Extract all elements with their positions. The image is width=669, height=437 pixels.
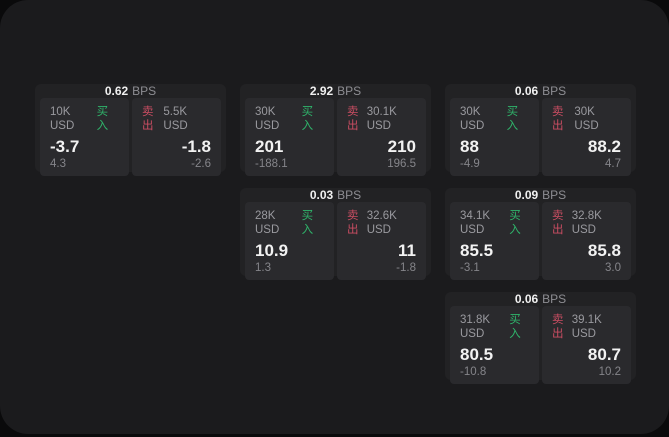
sell-quote-panel[interactable]: 卖出 32.8K USD 85.8 3.0: [542, 202, 631, 280]
buy-quote-panel[interactable]: 28K USD 买入 10.9 1.3: [245, 202, 334, 280]
buy-side-label[interactable]: 买入: [509, 314, 521, 340]
sell-price: 80.7: [587, 345, 621, 364]
bps-header: 0.03 BPS: [245, 188, 426, 202]
quote-card: 0.06 BPS 31.8K USD 买入 80.5 -10.8 卖出 39.1…: [445, 292, 636, 384]
buy-price: 85.5: [460, 241, 494, 260]
buy-price: 80.5: [460, 345, 494, 364]
buy-delta: -3.1: [460, 262, 480, 274]
buy-size-label: 10K USD: [50, 106, 75, 132]
buy-quote-panel[interactable]: 31.8K USD 买入 80.5 -10.8: [450, 306, 539, 384]
quote-panels: 31.8K USD 买入 80.5 -10.8 卖出 39.1K USD 80.…: [450, 306, 631, 384]
bps-header: 0.62 BPS: [40, 84, 221, 98]
sell-size-label: 39.1K USD: [571, 314, 602, 340]
sell-side-label[interactable]: 卖出: [347, 210, 359, 236]
buy-price: -3.7: [50, 137, 80, 156]
bps-value: 0.06: [514, 292, 539, 306]
bps-value: 2.92: [309, 84, 334, 98]
sell-quote-panel[interactable]: 卖出 30.1K USD 210 196.5: [337, 98, 426, 176]
buy-side-label[interactable]: 买入: [96, 106, 109, 132]
buy-size-label: 30K USD: [255, 106, 280, 132]
sell-size-label: 5.5K USD: [163, 106, 188, 132]
buy-delta: -188.1: [255, 158, 288, 170]
bps-unit-label: BPS: [542, 84, 567, 98]
bps-unit-label: BPS: [337, 188, 362, 202]
sell-quote-panel[interactable]: 卖出 30K USD 88.2 4.7: [542, 98, 631, 176]
quote-panels: 30K USD 买入 201 -188.1 卖出 30.1K USD 210 1…: [245, 98, 426, 176]
sell-delta: 4.7: [605, 158, 621, 170]
quote-panels: 30K USD 买入 88 -4.9 卖出 30K USD 88.2 4.7: [450, 98, 631, 176]
buy-side-label[interactable]: 买入: [301, 210, 314, 236]
sell-delta: 196.5: [387, 158, 416, 170]
sell-side-label[interactable]: 卖出: [552, 210, 564, 236]
buy-side-label[interactable]: 买入: [506, 106, 519, 132]
buy-price: 201: [255, 137, 284, 156]
quote-card: 0.62 BPS 10K USD 买入 -3.7 4.3 卖出 5.5K USD: [35, 84, 226, 176]
buy-size-label: 31.8K USD: [460, 314, 491, 340]
buy-delta: 4.3: [50, 158, 66, 170]
bps-header: 0.06 BPS: [450, 84, 631, 98]
sell-size-label: 32.8K USD: [571, 210, 602, 236]
bps-unit-label: BPS: [542, 292, 567, 306]
buy-delta: -10.8: [460, 366, 487, 378]
bps-value: 0.62: [104, 84, 129, 98]
buy-price: 88: [460, 137, 479, 156]
buy-side-label[interactable]: 买入: [301, 106, 314, 132]
buy-size-label: 34.1K USD: [460, 210, 491, 236]
sell-side-label[interactable]: 卖出: [552, 106, 564, 132]
bps-header: 0.09 BPS: [450, 188, 631, 202]
quote-card: 2.92 BPS 30K USD 买入 201 -188.1 卖出 30.1K …: [240, 84, 431, 176]
quote-card: 0.06 BPS 30K USD 买入 88 -4.9 卖出 30K USD: [445, 84, 636, 176]
buy-delta: 1.3: [255, 262, 271, 274]
sell-quote-panel[interactable]: 卖出 5.5K USD -1.8 -2.6: [132, 98, 221, 176]
bps-value: 0.06: [514, 84, 539, 98]
buy-size-label: 30K USD: [460, 106, 485, 132]
buy-delta: -4.9: [460, 158, 480, 170]
bps-unit-label: BPS: [542, 188, 567, 202]
buy-quote-panel[interactable]: 30K USD 买入 201 -188.1: [245, 98, 334, 176]
bps-unit-label: BPS: [132, 84, 157, 98]
sell-price: 210: [387, 137, 416, 156]
quote-panels: 10K USD 买入 -3.7 4.3 卖出 5.5K USD -1.8 -2.…: [40, 98, 221, 176]
quote-grid: 0.62 BPS 10K USD 买入 -3.7 4.3 卖出 5.5K USD: [35, 84, 636, 384]
sell-price: 11: [398, 241, 416, 260]
quote-panels: 28K USD 买入 10.9 1.3 卖出 32.6K USD 11 -1.8: [245, 202, 426, 280]
quote-card: 0.09 BPS 34.1K USD 买入 85.5 -3.1 卖出 32.8K…: [445, 188, 636, 280]
sell-delta: 10.2: [598, 366, 621, 378]
buy-side-label[interactable]: 买入: [509, 210, 521, 236]
sell-side-label[interactable]: 卖出: [347, 106, 359, 132]
quote-card: 0.03 BPS 28K USD 买入 10.9 1.3 卖出 32.6K US…: [240, 188, 431, 280]
buy-quote-panel[interactable]: 10K USD 买入 -3.7 4.3: [40, 98, 129, 176]
sell-quote-panel[interactable]: 卖出 39.1K USD 80.7 10.2: [542, 306, 631, 384]
sell-delta: -1.8: [396, 262, 416, 274]
sell-price: 85.8: [587, 241, 621, 260]
quote-panels: 34.1K USD 买入 85.5 -3.1 卖出 32.8K USD 85.8…: [450, 202, 631, 280]
bps-header: 0.06 BPS: [450, 292, 631, 306]
sell-size-label: 30K USD: [574, 106, 599, 132]
buy-size-label: 28K USD: [255, 210, 280, 236]
sell-price: 88.2: [587, 137, 621, 156]
bps-header: 2.92 BPS: [245, 84, 426, 98]
buy-quote-panel[interactable]: 34.1K USD 买入 85.5 -3.1: [450, 202, 539, 280]
sell-delta: -2.6: [191, 158, 211, 170]
sell-size-label: 32.6K USD: [366, 210, 397, 236]
buy-price: 10.9: [255, 241, 289, 260]
sell-side-label[interactable]: 卖出: [552, 314, 564, 340]
sell-price: -1.8: [181, 137, 211, 156]
sell-size-label: 30.1K USD: [366, 106, 397, 132]
bps-value: 0.03: [309, 188, 334, 202]
bps-value: 0.09: [514, 188, 539, 202]
sell-delta: 3.0: [605, 262, 621, 274]
sell-side-label[interactable]: 卖出: [142, 106, 154, 132]
sell-quote-panel[interactable]: 卖出 32.6K USD 11 -1.8: [337, 202, 426, 280]
buy-quote-panel[interactable]: 30K USD 买入 88 -4.9: [450, 98, 539, 176]
bps-unit-label: BPS: [337, 84, 362, 98]
